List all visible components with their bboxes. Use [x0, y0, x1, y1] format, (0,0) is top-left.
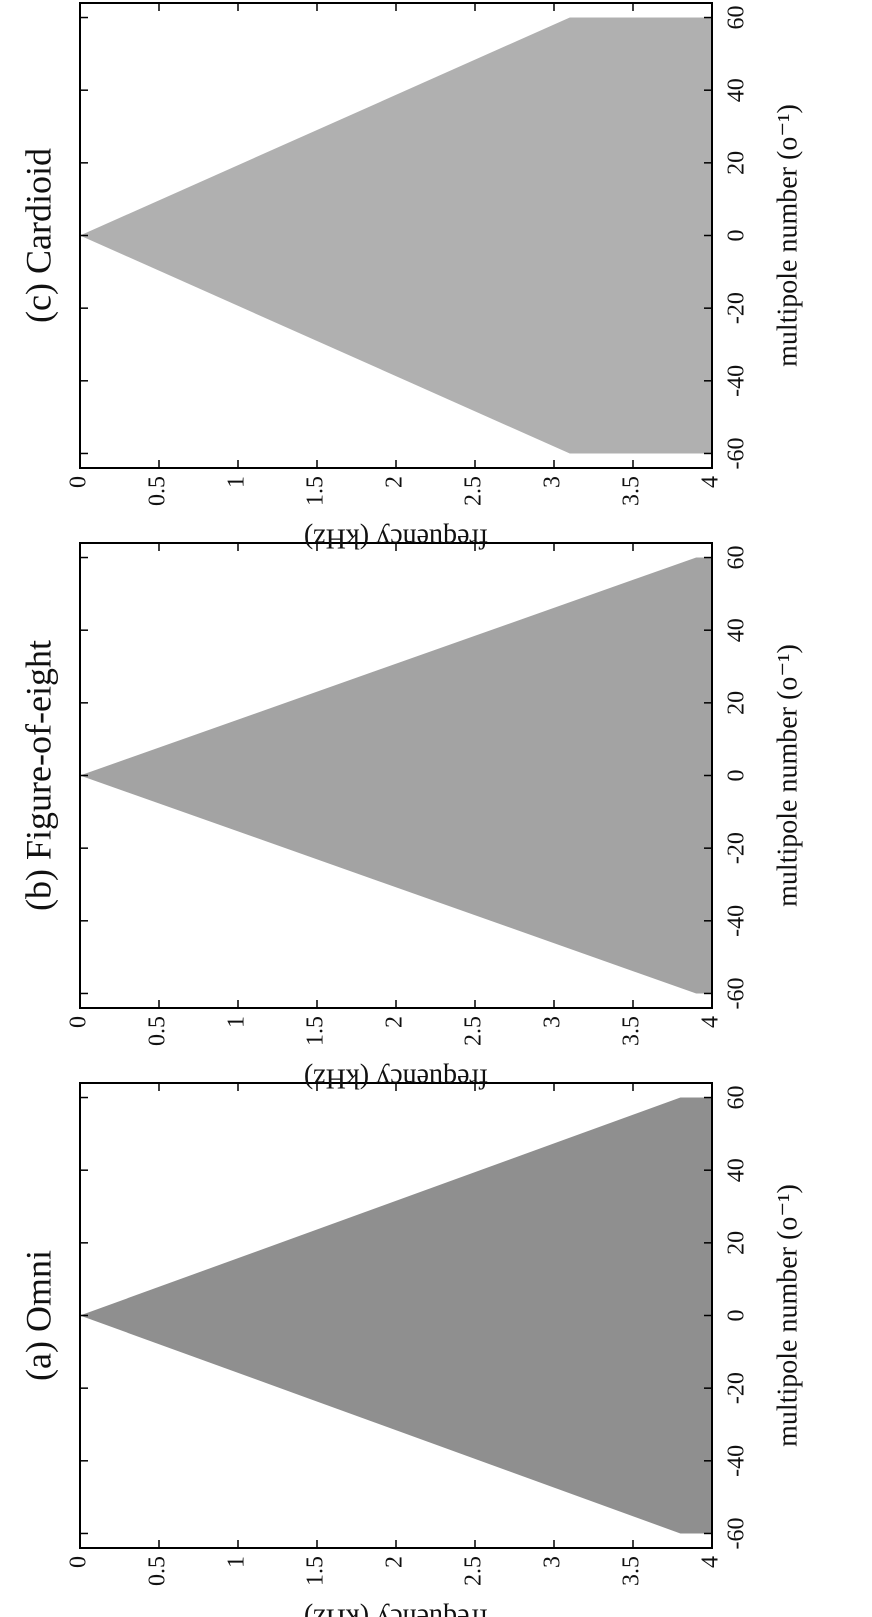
y-tick-label: 3.5 [619, 1556, 645, 1586]
x-tick-label: 40 [724, 78, 750, 102]
y-tick-label: 0.5 [145, 476, 171, 506]
y-tick-label: 1.5 [303, 1016, 329, 1046]
panel: -60 -40 -20 0 20 40 60 0 0.5 1 1.5 2 2.5 3 3.5 4 (c) Car… [18, 2, 803, 554]
y-tick-label: 0.5 [145, 1556, 171, 1586]
area [80, 557, 712, 994]
y-tick-label: 0 [66, 476, 92, 488]
chart-title: (a) Omni [18, 1250, 58, 1381]
x-tick-label: 40 [724, 618, 750, 642]
y-tick-label: 1 [224, 1016, 250, 1028]
y-tick-label: 4 [698, 1556, 724, 1568]
y-tick-label: 0 [66, 1556, 92, 1568]
x-tick-label: -20 [724, 292, 750, 324]
x-tick-label: 0 [724, 770, 750, 782]
y-tick-label: 1 [224, 1556, 250, 1568]
y-tick-label: 0.5 [145, 1016, 171, 1046]
y-tick-label: 4 [698, 1016, 724, 1028]
x-tick-label: -20 [724, 1372, 750, 1404]
y-tick-label: 1.5 [303, 476, 329, 506]
x-tick-label: 0 [724, 1310, 750, 1322]
chart-title: (b) Figure-of-eight [18, 640, 58, 911]
y-tick-label: 2 [382, 476, 408, 488]
x-tick-label: 60 [724, 1086, 750, 1110]
x-tick-label: 40 [724, 1158, 750, 1182]
x-tick-label: -60 [724, 1517, 750, 1549]
x-tick-label: 20 [724, 1231, 750, 1255]
y-tick-label: 3 [540, 476, 566, 488]
y-tick-label: 4 [698, 476, 724, 488]
y-tick-label: 2.5 [461, 1556, 487, 1586]
y-axis-label: frequency (kHz) [304, 523, 488, 554]
y-tick-label: 2 [382, 1016, 408, 1028]
x-tick-label: 20 [724, 691, 750, 715]
x-tick-label: 60 [724, 546, 750, 570]
y-axis-label: frequency (kHz) [304, 1603, 488, 1617]
y-tick-label: 1 [224, 476, 250, 488]
y-tick-label: 2.5 [461, 476, 487, 506]
x-tick-label: -20 [724, 832, 750, 864]
y-tick-label: 3.5 [619, 476, 645, 506]
y-tick-label: 0 [66, 1016, 92, 1028]
y-tick-label: 3 [540, 1016, 566, 1028]
x-tick-label: -40 [724, 365, 750, 397]
x-tick-label: -60 [724, 437, 750, 469]
x-tick-label: 0 [724, 230, 750, 242]
x-tick-label: -60 [724, 977, 750, 1009]
x-tick-label: -40 [724, 905, 750, 937]
x-axis-label: multipole number (o⁻¹) [772, 104, 803, 367]
panel: -60 -40 -20 0 20 40 60 0 0.5 1 1.5 2 2.5 3 3.5 4 (b) Fig… [18, 542, 803, 1094]
x-tick-label: 60 [724, 6, 750, 30]
x-axis-label: multipole number (o⁻¹) [772, 644, 803, 907]
y-tick-label: 3.5 [619, 1016, 645, 1046]
chart-title: (c) Cardioid [18, 148, 58, 323]
panel: -60 -40 -20 0 20 40 60 0 0.5 1 1.5 2 2.5 3 3.5 4 (a) Omn… [18, 1082, 803, 1617]
area [80, 1097, 712, 1534]
y-tick-label: 2.5 [461, 1016, 487, 1046]
y-tick-label: 3 [540, 1556, 566, 1568]
y-axis-label: frequency (kHz) [304, 1063, 488, 1094]
y-tick-label: 2 [382, 1556, 408, 1568]
area [80, 17, 712, 454]
x-tick-label: -40 [724, 1445, 750, 1477]
y-tick-label: 1.5 [303, 1556, 329, 1586]
x-tick-label: 20 [724, 151, 750, 175]
x-axis-label: multipole number (o⁻¹) [772, 1184, 803, 1447]
